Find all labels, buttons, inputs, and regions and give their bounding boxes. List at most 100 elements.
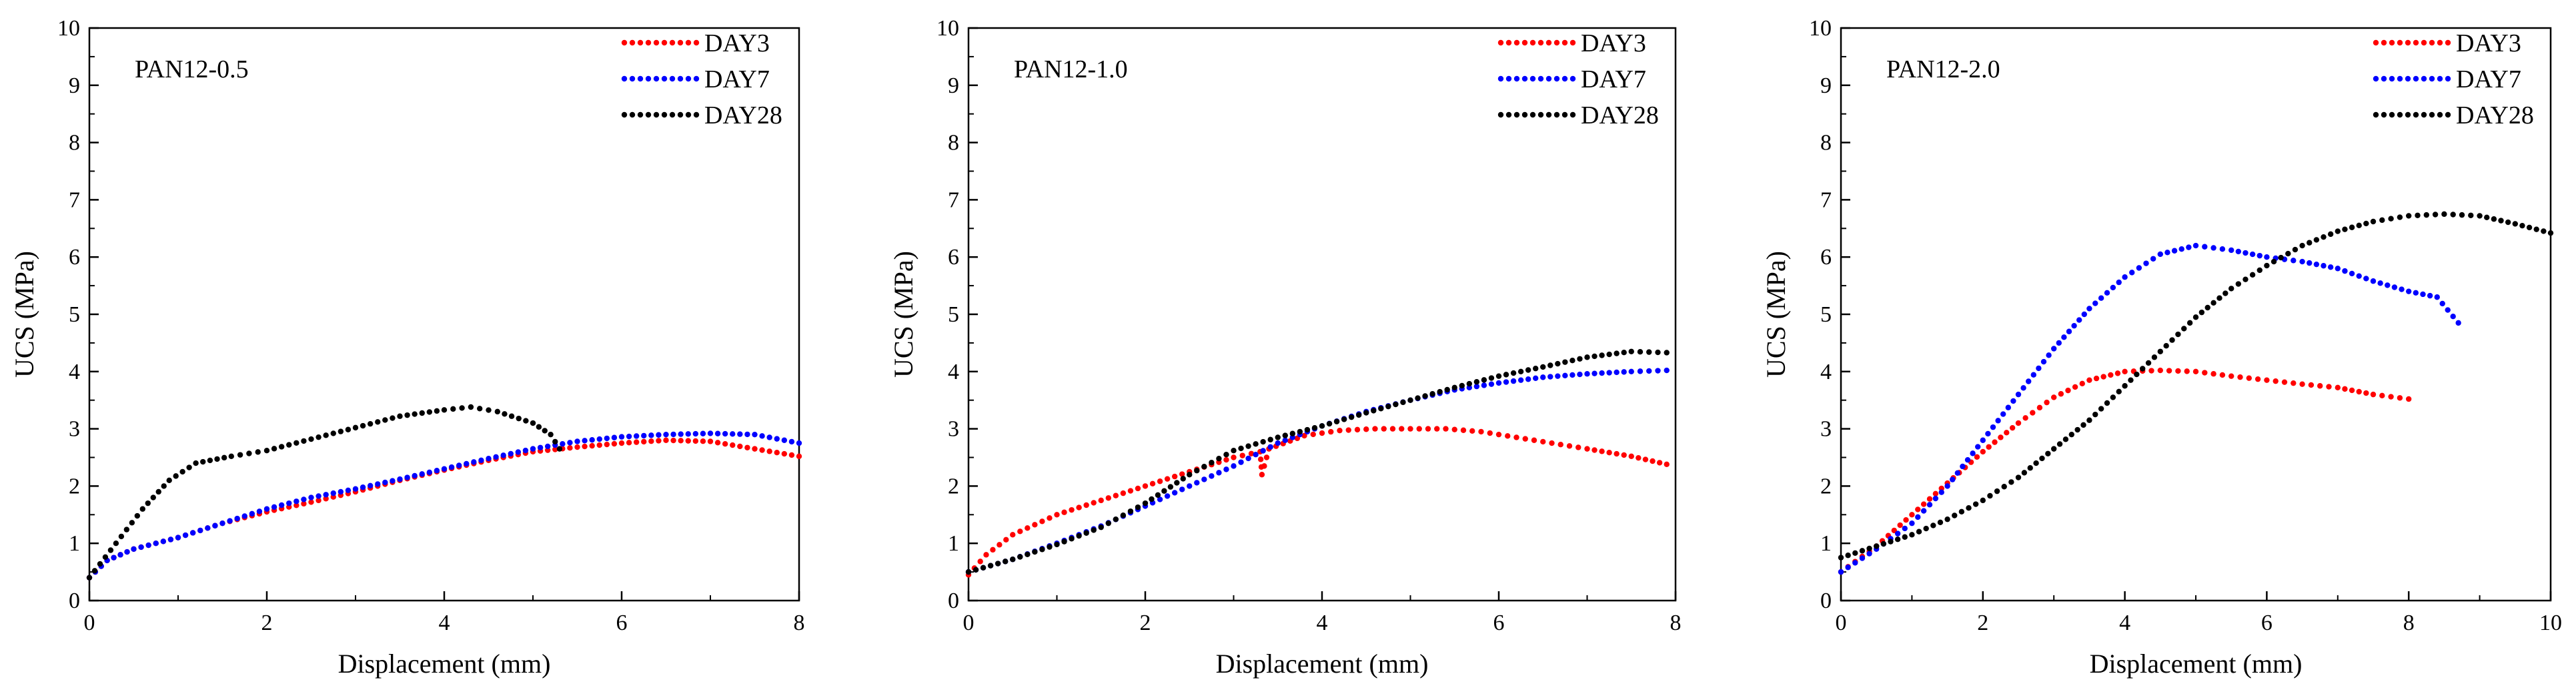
data-point (1950, 476, 1956, 482)
data-point (2321, 234, 2327, 240)
data-point (1646, 368, 1652, 374)
data-point (2098, 406, 2104, 412)
data-point (293, 498, 299, 504)
data-point (692, 430, 699, 437)
data-point (2356, 222, 2362, 229)
data-point (2026, 378, 2032, 384)
data-point (1980, 437, 1986, 443)
data-point (1664, 350, 1670, 356)
data-point (574, 444, 580, 450)
data-point (271, 504, 277, 510)
data-point (536, 424, 542, 430)
data-point (2257, 252, 2263, 259)
y-tick-label: 2 (1820, 474, 1832, 498)
data-point (2313, 261, 2320, 268)
data-point (1525, 376, 1531, 382)
data-point (1429, 391, 1435, 397)
data-point (338, 428, 344, 434)
data-point (663, 437, 669, 443)
series-day3 (86, 437, 802, 581)
data-point (508, 450, 514, 457)
y-tick-label: 1 (1820, 531, 1832, 556)
data-point (714, 430, 721, 436)
data-point (2164, 250, 2170, 256)
data-point (2349, 270, 2355, 277)
data-point (486, 456, 492, 462)
data-point (2134, 371, 2140, 378)
data-point (1584, 446, 1590, 452)
data-point (2081, 311, 2087, 318)
data-point (1120, 490, 1127, 496)
data-point (1628, 348, 1634, 354)
data-point (1253, 441, 1259, 447)
data-point (774, 450, 780, 456)
legend-label: DAY7 (704, 65, 770, 93)
data-point (1628, 368, 1634, 374)
x-tick-label: 2 (1140, 611, 1151, 635)
data-point (315, 497, 321, 504)
data-point (237, 452, 243, 458)
data-point (2228, 247, 2234, 254)
data-point (1032, 549, 1038, 555)
data-point (293, 440, 299, 446)
data-point (118, 533, 125, 540)
data-point (2249, 251, 2256, 258)
data-point (2204, 304, 2210, 311)
legend-marker (1521, 111, 1528, 118)
data-point (2008, 479, 2014, 485)
data-point (1179, 471, 1185, 477)
data-point (2092, 411, 2098, 418)
data-point (286, 442, 292, 448)
data-point (1960, 463, 1966, 470)
data-point (1194, 468, 1200, 474)
data-point (2080, 422, 2086, 428)
data-point (567, 445, 573, 451)
data-point (271, 446, 277, 452)
legend-marker (1497, 111, 1504, 118)
data-point (150, 494, 156, 500)
data-point (618, 434, 625, 440)
data-point (522, 447, 529, 454)
data-point (390, 415, 396, 421)
legend-marker (2437, 75, 2443, 82)
data-point (246, 450, 252, 456)
data-point (1540, 364, 1546, 370)
data-point (367, 420, 374, 427)
y-tick-label: 0 (1820, 589, 1832, 613)
data-point (1495, 380, 1502, 386)
data-point (1003, 537, 1009, 543)
legend-marker (1561, 111, 1568, 118)
data-point (1098, 524, 1104, 531)
data-point (308, 499, 314, 505)
data-point (367, 482, 374, 489)
data-point (1606, 351, 1612, 358)
data-point (1920, 501, 1927, 507)
data-point (412, 472, 418, 479)
data-point (97, 561, 103, 567)
data-point (2192, 368, 2199, 374)
data-point (2450, 212, 2456, 218)
data-point (301, 500, 307, 507)
y-tick-label: 8 (69, 131, 80, 155)
legend-item-day3: DAY3 (2373, 29, 2521, 57)
data-point (1105, 495, 1111, 501)
data-point (1517, 368, 1524, 374)
data-point (1473, 383, 1480, 390)
x-tick-label: 6 (1493, 611, 1505, 635)
legend-marker (2413, 39, 2419, 46)
data-point (477, 406, 483, 412)
legend-marker (645, 39, 652, 46)
data-point (2098, 295, 2104, 301)
legend-marker (637, 39, 644, 46)
data-point (323, 492, 329, 498)
data-point (1555, 373, 1561, 379)
data-point (1245, 443, 1251, 449)
data-point (1120, 512, 1127, 518)
data-point (1378, 406, 1384, 412)
data-point (2056, 441, 2063, 447)
legend-marker (645, 75, 652, 82)
data-point (1259, 472, 1265, 478)
data-point (2108, 372, 2114, 378)
legend-marker (1529, 111, 1536, 118)
